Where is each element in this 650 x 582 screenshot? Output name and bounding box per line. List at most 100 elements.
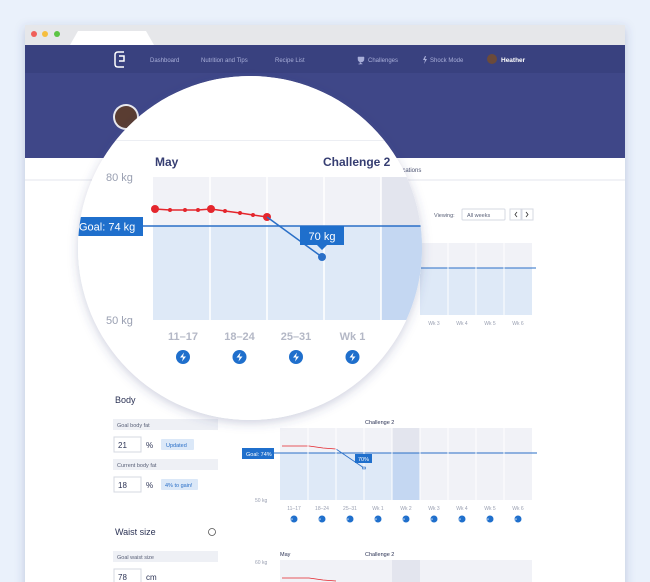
- goal-label-box: [242, 448, 274, 459]
- badge: [161, 479, 198, 490]
- field-label: Goal body fat: [117, 423, 150, 429]
- shock-icon[interactable]: [514, 515, 522, 523]
- shock-icon[interactable]: [374, 515, 382, 523]
- bolt: [236, 352, 243, 362]
- x-tick-label: Wk 3: [428, 321, 440, 327]
- input[interactable]: [113, 476, 142, 493]
- bolt: [458, 516, 463, 522]
- shock-icon[interactable]: [486, 515, 494, 523]
- bolt: [402, 516, 407, 522]
- nav-item[interactable]: Recipe List: [275, 58, 305, 64]
- projection-line: [266, 216, 323, 258]
- input-value[interactable]: 18: [118, 481, 127, 490]
- unit: %: [146, 441, 153, 450]
- browser-chrome: [25, 25, 625, 45]
- month-heading: May: [155, 155, 179, 169]
- y-tick-label: 50 kg: [106, 315, 133, 327]
- x-tick-label: Wk 6: [512, 321, 524, 327]
- x-tick-label: 11–17: [168, 331, 198, 343]
- unit: cm: [146, 573, 157, 582]
- goal-label: Goal: 74 kg: [79, 222, 135, 234]
- y-tick-label: 80 kg: [106, 172, 133, 184]
- projection-line: [335, 448, 365, 469]
- arrows: [514, 211, 529, 218]
- y-tick-label: 60 kg: [255, 560, 267, 566]
- x-tick-label: 25–31: [281, 331, 312, 343]
- x-tick-label: Wk 3: [428, 506, 440, 512]
- viewing-select-text[interactable]: All weeks: [467, 213, 490, 219]
- divider: [78, 140, 422, 141]
- current-week: [392, 560, 420, 582]
- point: [223, 209, 227, 213]
- point: [251, 213, 255, 217]
- bolt: [430, 516, 435, 522]
- profile-avatar: [115, 106, 137, 128]
- chart-heading: May: [280, 552, 291, 558]
- goal-zone: [153, 226, 422, 320]
- user-name[interactable]: Heather: [501, 57, 526, 64]
- section-title: Waist size: [115, 527, 156, 537]
- magnified-chart: 70 kg Goal: 74 kg May Challenge 2 80 kg …: [78, 76, 422, 420]
- nav-item[interactable]: Nutrition and Tips: [201, 58, 248, 64]
- user-avatar[interactable]: [487, 54, 497, 64]
- current-week-zone: [392, 453, 420, 500]
- minimize-dot[interactable]: [42, 31, 48, 37]
- shock-icon[interactable]: [458, 515, 466, 523]
- input[interactable]: [113, 568, 142, 582]
- y-tick-label: 50 kg: [255, 498, 267, 504]
- current-point: [318, 253, 326, 261]
- badge-text: Updated: [166, 443, 187, 449]
- nav-item[interactable]: Dashboard: [150, 58, 179, 64]
- info-icon[interactable]: [208, 528, 216, 536]
- shock-icon[interactable]: [430, 515, 438, 523]
- viewing-select[interactable]: [461, 208, 506, 221]
- point: [183, 208, 187, 212]
- x-tick-label: Wk 1: [340, 331, 366, 343]
- nav-bar: [25, 45, 625, 73]
- field-label-bg: [113, 551, 218, 562]
- nav-item[interactable]: Shock Mode: [430, 58, 464, 64]
- chart-heading: Challenge 2: [365, 420, 394, 426]
- browser-tab[interactable]: [70, 31, 154, 45]
- x-tick-label: Wk 2: [400, 506, 412, 512]
- section-title: Body: [115, 395, 136, 405]
- background-chart: [420, 243, 536, 315]
- shock-icon[interactable]: [290, 515, 298, 523]
- input-value[interactable]: 21: [118, 441, 127, 450]
- callout-box: [355, 454, 372, 463]
- shock-icon[interactable]: [402, 515, 410, 523]
- bolt: [374, 516, 379, 522]
- point: [207, 205, 215, 213]
- x-tick-label: Wk 1: [372, 506, 384, 512]
- x-tick-label: Wk 4: [456, 321, 468, 327]
- point: [238, 211, 242, 215]
- bolt: [514, 516, 519, 522]
- nav-item[interactable]: Challenges: [368, 58, 398, 64]
- x-tick-label: 11–17: [287, 506, 301, 512]
- badge-text: 4% to gain!: [165, 483, 193, 489]
- bolt-icon: [423, 56, 427, 64]
- shock-icon[interactable]: [346, 515, 354, 523]
- x-tick-label: Wk 4: [456, 506, 468, 512]
- goal-label-box: [78, 217, 143, 236]
- close-dot[interactable]: [31, 31, 37, 37]
- shock-icon[interactable]: [318, 515, 326, 523]
- maximize-dot[interactable]: [54, 31, 60, 37]
- input[interactable]: [113, 436, 142, 453]
- badge: [161, 439, 194, 450]
- field-label: Current body fat: [117, 463, 157, 469]
- challenge-heading: Challenge 2: [323, 155, 391, 169]
- input-value[interactable]: 78: [118, 573, 127, 582]
- trophy-icon: [357, 56, 365, 65]
- callout: 70 kg: [309, 231, 336, 243]
- bolt: [486, 516, 491, 522]
- point: [168, 208, 172, 212]
- bolt: [180, 352, 186, 362]
- field-label-bg: [113, 459, 218, 470]
- tab[interactable]: ifications: [398, 168, 421, 174]
- bolt: [293, 352, 299, 362]
- logo[interactable]: [114, 51, 125, 68]
- goal-label: Goal: 74%: [246, 452, 272, 458]
- x-tick-label: 18–24: [315, 506, 329, 512]
